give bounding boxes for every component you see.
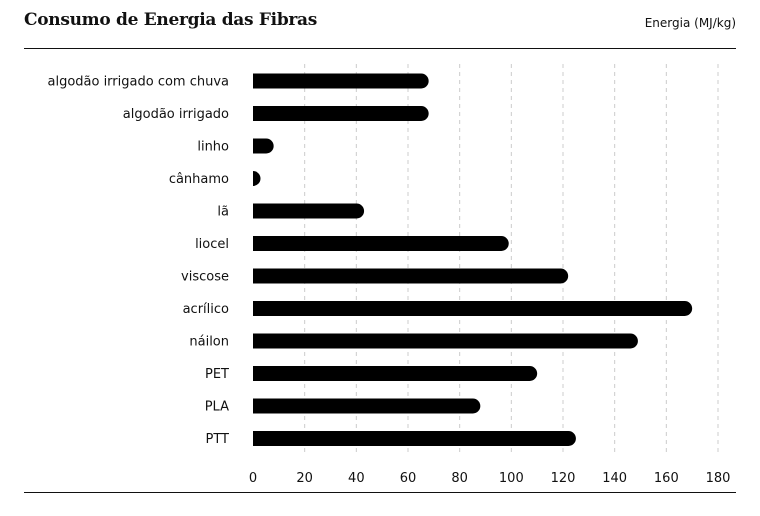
bar-11 xyxy=(253,431,576,446)
x-tick-label-1: 20 xyxy=(296,471,313,486)
bar-7 xyxy=(253,301,693,316)
category-label-10: PLA xyxy=(205,400,229,415)
bar-2 xyxy=(253,138,274,154)
bar-1 xyxy=(253,106,429,121)
x-tick-label-0: 0 xyxy=(249,471,257,486)
bar-3 xyxy=(253,171,261,186)
category-label-4: lã xyxy=(217,205,229,220)
category-label-1: algodão irrigado xyxy=(123,107,229,122)
category-label-7: acrílico xyxy=(183,302,229,317)
bar-5 xyxy=(253,236,509,251)
category-label-5: liocel xyxy=(195,237,229,252)
x-tick-labels: 0 20 40 60 80 100 120 140 160 180 xyxy=(249,471,731,486)
bar-8 xyxy=(253,333,638,349)
chart-title: Consumo de Energia das Fibras xyxy=(24,10,318,30)
category-label-3: cânhamo xyxy=(169,172,229,187)
x-tick-label-3: 60 xyxy=(400,471,417,486)
bar-4 xyxy=(253,203,365,219)
unit-label: Energia (MJ/kg) xyxy=(644,16,736,30)
x-tick-label-4: 80 xyxy=(451,471,468,486)
grid-lines xyxy=(304,64,719,452)
category-label-8: náilon xyxy=(189,335,229,350)
x-tick-label-9: 180 xyxy=(706,471,731,486)
category-label-6: viscose xyxy=(181,270,229,285)
bottom-rule xyxy=(24,492,736,493)
x-tick-label-6: 120 xyxy=(551,471,576,486)
bar-6 xyxy=(253,268,569,284)
x-tick-label-2: 40 xyxy=(348,471,365,486)
bar-9 xyxy=(253,366,538,381)
bar-10 xyxy=(253,398,481,414)
bar-0 xyxy=(253,73,429,89)
x-tick-label-7: 140 xyxy=(602,471,627,486)
top-rule xyxy=(24,48,736,49)
category-label-9: PET xyxy=(205,367,229,382)
category-label-0: algodão irrigado com chuva xyxy=(47,75,229,90)
category-labels: algodão irrigado com chuva algodão irriga… xyxy=(47,75,229,448)
category-label-2: linho xyxy=(197,140,229,155)
category-label-11: PTT xyxy=(206,432,230,447)
x-tick-label-8: 160 xyxy=(654,471,679,486)
bars xyxy=(253,73,693,446)
x-tick-label-5: 100 xyxy=(499,471,524,486)
